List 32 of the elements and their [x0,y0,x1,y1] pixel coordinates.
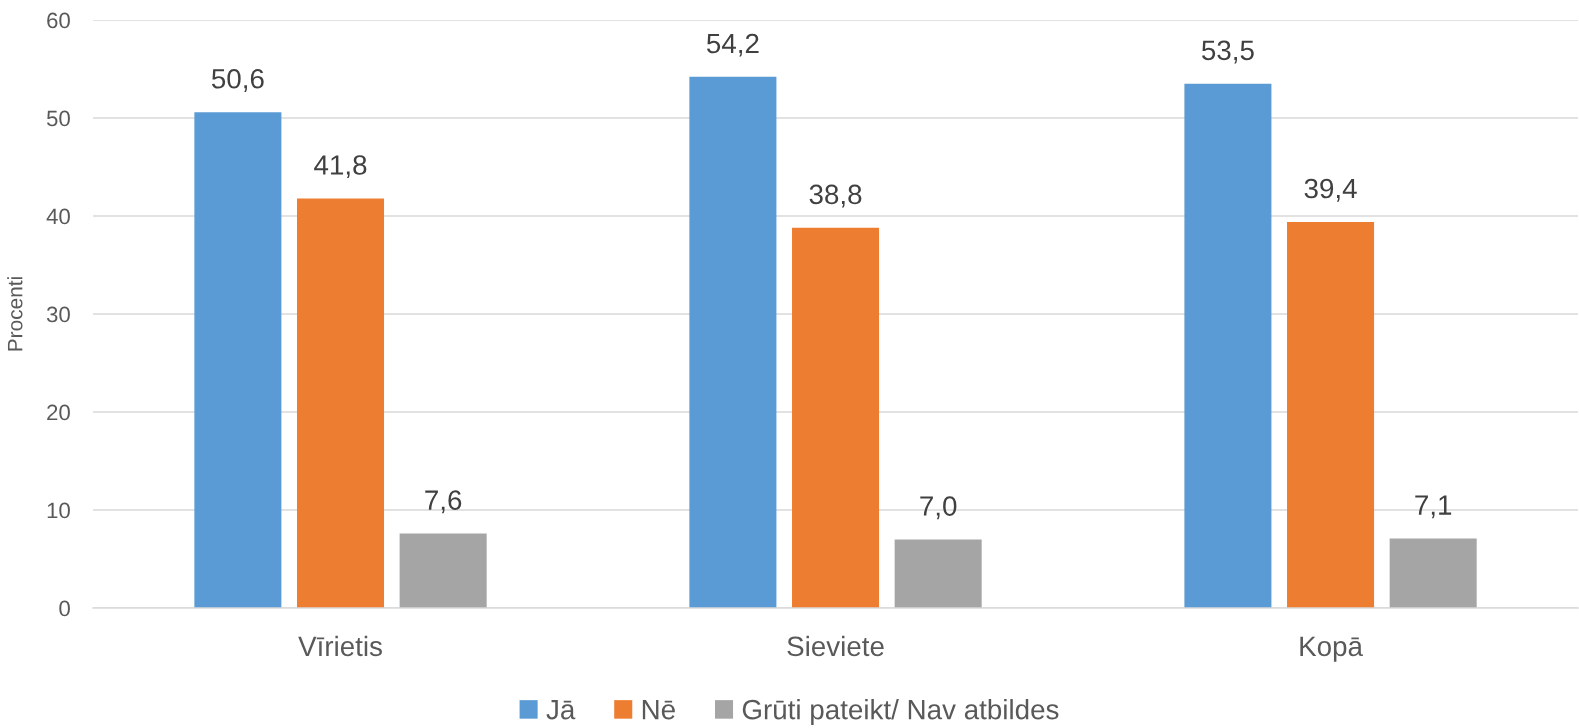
y-tick-label: 50 [46,110,70,127]
bar [1184,83,1272,609]
y-tick-label: 10 [47,502,70,519]
bar [792,227,880,609]
bar [194,112,282,609]
bar [689,76,777,609]
y-tick-label: 40 [46,208,70,225]
x-tick-label: Vīrietis [298,635,382,657]
data-label: 41,8 [314,155,367,179]
y-tick-label: 30 [46,306,70,323]
bar [1287,221,1375,609]
bar [894,539,982,609]
bar [1389,538,1477,609]
data-label: 7,6 [425,490,462,514]
y-tick-label: 20 [47,404,70,421]
y-tick-label: 0 [59,600,70,617]
y-axis-title: Procenti [7,277,23,351]
data-label: 38,8 [809,184,862,208]
data-label: 39,4 [1304,178,1357,202]
data-label: 7,1 [1415,495,1452,519]
data-label: 7,0 [920,496,957,520]
legend-label: Jā [546,700,576,720]
legend-label: Nē [642,700,675,720]
bar [296,198,385,609]
data-label: 50,6 [211,68,264,92]
legend-label: Grūti pateikt/ Nav atbildes [742,699,1059,725]
x-tick-label: Kopā [1300,636,1363,662]
data-label: 53,5 [1201,40,1254,64]
x-tick-label: Sieviete [787,635,884,657]
y-tick-label: 60 [47,12,70,29]
bar [399,533,487,609]
data-label: 54,2 [706,33,759,57]
